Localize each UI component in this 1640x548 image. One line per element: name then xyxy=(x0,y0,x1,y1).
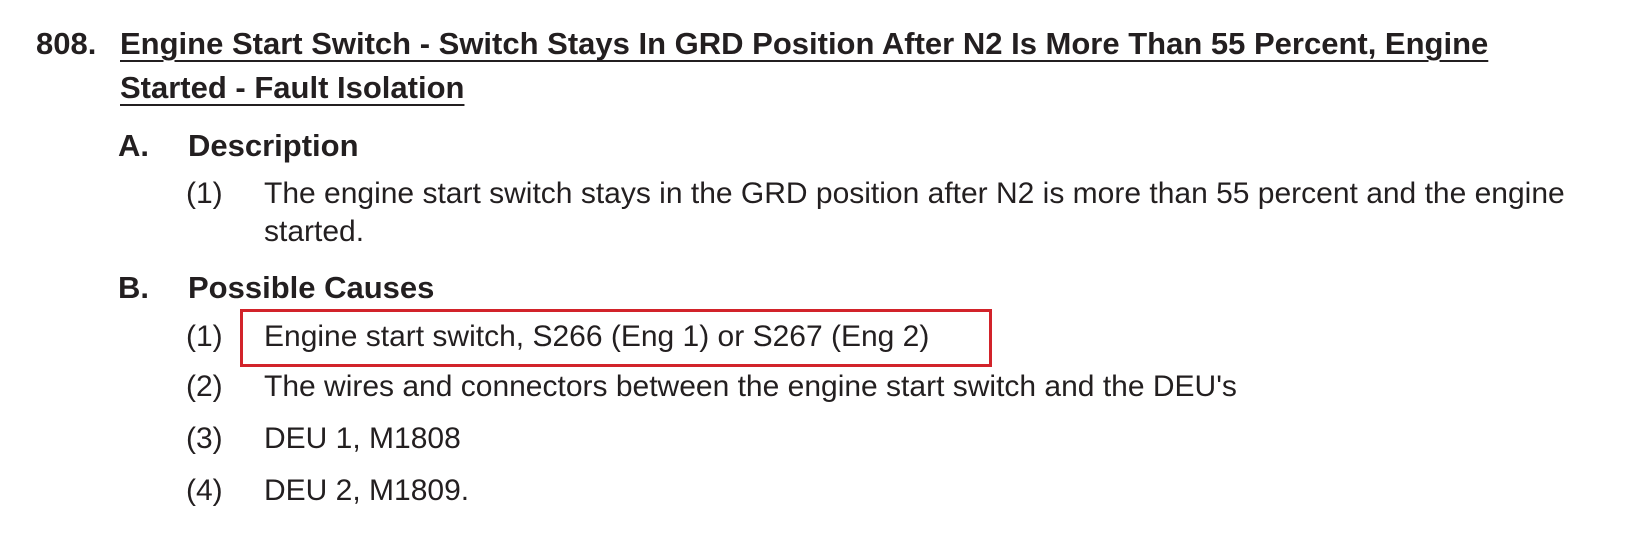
section-b-item-3-text: DEU 1, M1808 xyxy=(264,422,461,455)
section-b-title: Possible Causes xyxy=(188,270,435,305)
section-b-item-2-number: (2) xyxy=(186,370,223,403)
section-b-item-1-number: (1) xyxy=(186,320,223,353)
section-a-item-1-number: (1) xyxy=(186,177,223,210)
section-b-item-2-text: The wires and connectors between the eng… xyxy=(264,370,1237,403)
section-b-item-3-number: (3) xyxy=(186,422,223,455)
heading-title: Engine Start Switch - Switch Stays In GR… xyxy=(120,22,1580,110)
section-a-title: Description xyxy=(188,128,359,163)
section-b-item-4-text: DEU 2, M1809. xyxy=(264,474,470,507)
heading-title-text: Engine Start Switch - Switch Stays In GR… xyxy=(120,26,1489,105)
section-a-item-1-text: The engine start switch stays in the GRD… xyxy=(264,177,1565,248)
section-b-item-1-text: Engine start switch, S266 (Eng 1) or S26… xyxy=(264,320,930,353)
section-b-item-4-number: (4) xyxy=(186,474,223,507)
highlight-box xyxy=(240,309,992,367)
heading-number: 808. xyxy=(36,26,97,61)
section-b-letter: B. xyxy=(118,270,149,305)
section-a-letter: A. xyxy=(118,128,149,163)
